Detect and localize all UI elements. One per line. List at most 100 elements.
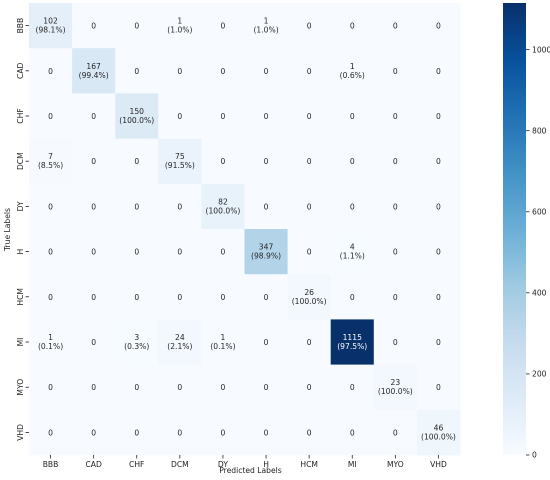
y-tick-label: H bbox=[16, 249, 25, 255]
x-tick-label: MI bbox=[348, 460, 357, 469]
cell-count-label: 0 bbox=[134, 157, 139, 166]
heatmap-cell bbox=[72, 274, 116, 320]
cell-count-label: 0 bbox=[48, 67, 53, 76]
cell-count-label: 0 bbox=[436, 22, 441, 31]
cell-count-label: 347 bbox=[259, 243, 274, 252]
cell-percent-label: (100.0%) bbox=[206, 206, 241, 215]
cell-count-label: 1 bbox=[48, 333, 53, 342]
cell-count-label: 150 bbox=[130, 107, 145, 116]
heatmap-cell bbox=[72, 364, 116, 411]
cell-count-label: 23 bbox=[391, 378, 401, 387]
cell-count-label: 0 bbox=[91, 202, 96, 211]
cell-count-label: 0 bbox=[221, 22, 226, 31]
heatmap-cell bbox=[115, 93, 159, 140]
cell-count-label: 0 bbox=[221, 383, 226, 392]
cell-count-label: 0 bbox=[134, 202, 139, 211]
heatmap-cell bbox=[373, 364, 418, 411]
x-tick-label: CHF bbox=[129, 460, 144, 469]
cell-percent-label: (100.0%) bbox=[421, 432, 456, 441]
colorbar-ticks: 0 200 400 600 800 1000 bbox=[526, 45, 550, 460]
cell-percent-label: (1.0%) bbox=[253, 26, 278, 35]
cell-count-label: 0 bbox=[177, 112, 182, 121]
cell-count-label: 0 bbox=[91, 112, 96, 121]
cell-count-label: 0 bbox=[393, 202, 398, 211]
cell-count-label: 0 bbox=[436, 67, 441, 76]
cell-percent-label: (99.4%) bbox=[79, 71, 109, 80]
heatmap-cell bbox=[373, 183, 418, 230]
cell-count-label: 0 bbox=[436, 248, 441, 257]
heatmap-cell bbox=[158, 48, 202, 94]
cell-count-label: 0 bbox=[393, 157, 398, 166]
heatmap-cell bbox=[330, 229, 375, 275]
cell-count-label: 0 bbox=[177, 428, 182, 437]
cell-count-label: 0 bbox=[436, 293, 441, 302]
heatmap-cell bbox=[287, 409, 332, 456]
cell-count-label: 0 bbox=[350, 202, 355, 211]
heatmap-cell bbox=[287, 319, 332, 366]
cell-count-label: 0 bbox=[221, 248, 226, 257]
y-tick-label: DCM bbox=[16, 152, 25, 170]
cell-count-label: 0 bbox=[436, 112, 441, 121]
cell-count-label: 0 bbox=[264, 428, 269, 437]
heatmap-cell bbox=[72, 319, 116, 366]
y-tick-label: CHF bbox=[16, 108, 25, 123]
heatmap-cell bbox=[373, 3, 418, 49]
heatmap-cell bbox=[330, 183, 375, 230]
cell-count-label: 0 bbox=[350, 22, 355, 31]
x-axis-label: Predicted Labels bbox=[219, 466, 282, 475]
heatmap-cell bbox=[244, 48, 289, 94]
heatmap-cell bbox=[287, 93, 332, 140]
cell-count-label: 0 bbox=[48, 383, 53, 392]
heatmap-cell bbox=[287, 229, 332, 275]
heatmap-cell bbox=[287, 48, 332, 94]
heatmap-cell bbox=[416, 183, 461, 230]
cell-percent-label: (98.1%) bbox=[36, 26, 66, 35]
cell-count-label: 0 bbox=[307, 383, 312, 392]
heatmap-cell bbox=[115, 274, 159, 320]
cell-count-label: 4 bbox=[350, 243, 355, 252]
heatmap-cell bbox=[287, 138, 332, 185]
heatmap-cell bbox=[201, 229, 245, 275]
cell-count-label: 0 bbox=[264, 67, 269, 76]
cell-percent-label: (2.1%) bbox=[167, 342, 192, 351]
cell-count-label: 0 bbox=[436, 157, 441, 166]
cell-percent-label: (100.0%) bbox=[378, 387, 413, 396]
colorbar bbox=[503, 3, 526, 455]
cell-count-label: 0 bbox=[134, 22, 139, 31]
colorbar-tick-label: 0 bbox=[532, 451, 537, 460]
cell-count-label: 102 bbox=[43, 17, 58, 26]
heatmap-cell bbox=[72, 3, 116, 49]
heatmap-cell bbox=[29, 138, 73, 185]
cell-percent-label: (100.0%) bbox=[292, 297, 327, 306]
cell-percent-label: (0.1%) bbox=[38, 342, 63, 351]
heatmap-cell bbox=[244, 409, 289, 456]
x-tick-label: DY bbox=[218, 460, 228, 469]
heatmap-cell bbox=[201, 274, 245, 320]
cell-count-label: 0 bbox=[307, 67, 312, 76]
cell-count-label: 0 bbox=[177, 248, 182, 257]
cell-count-label: 0 bbox=[393, 67, 398, 76]
cell-count-label: 0 bbox=[350, 293, 355, 302]
heatmap-cell bbox=[373, 409, 418, 456]
cell-count-label: 26 bbox=[304, 288, 314, 297]
heatmap-cell bbox=[115, 3, 159, 49]
heatmap-cell bbox=[158, 319, 202, 366]
heatmap-cell bbox=[29, 48, 73, 94]
cell-count-label: 0 bbox=[177, 202, 182, 211]
heatmap-cell bbox=[373, 319, 418, 366]
cell-count-label: 0 bbox=[436, 338, 441, 347]
x-tick-label: MYO bbox=[387, 460, 404, 469]
heatmap-cell bbox=[201, 93, 245, 140]
heatmap-cell bbox=[115, 364, 159, 411]
heatmap-cell bbox=[29, 364, 73, 411]
heatmap-cell bbox=[244, 183, 289, 230]
heatmap-cell bbox=[158, 274, 202, 320]
heatmap-cell bbox=[373, 274, 418, 320]
heatmap-cell bbox=[158, 138, 202, 185]
colorbar-tick-label: 1000 bbox=[532, 45, 550, 54]
heatmap-cell bbox=[287, 3, 332, 49]
heatmap-cell bbox=[244, 364, 289, 411]
cell-count-label: 1115 bbox=[343, 333, 362, 342]
cell-count-label: 1 bbox=[264, 17, 269, 26]
heatmap-cell bbox=[201, 48, 245, 94]
